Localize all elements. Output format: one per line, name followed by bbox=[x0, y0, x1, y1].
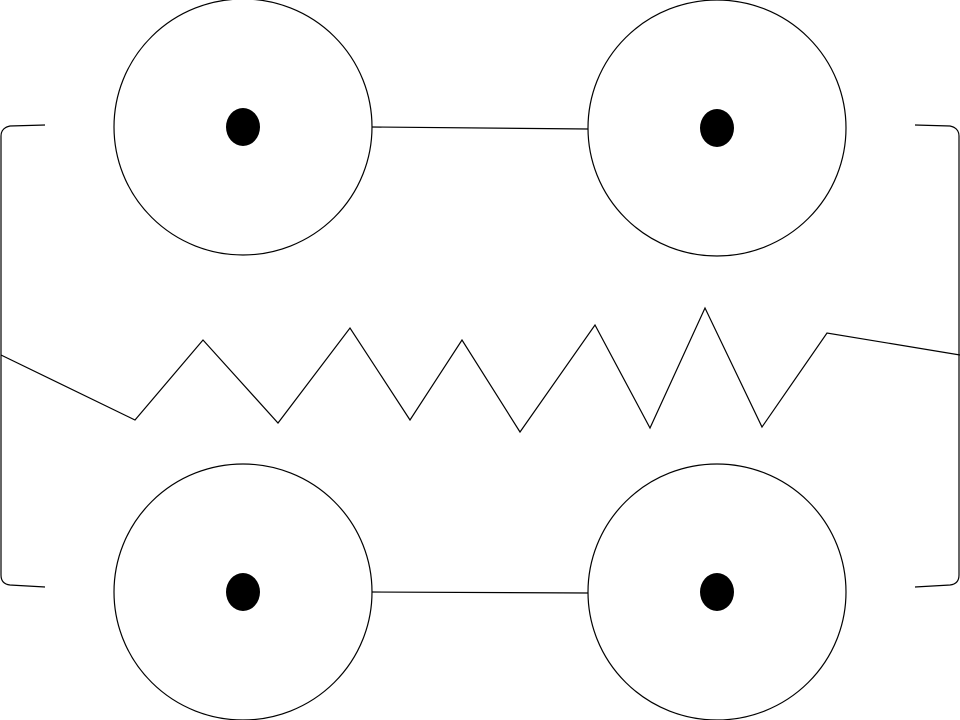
wheel-bottom-right bbox=[587, 463, 847, 720]
wheel-bottom-left bbox=[113, 463, 373, 720]
wheel-rim bbox=[113, 0, 373, 256]
wheel-hub bbox=[226, 573, 260, 611]
wheel-top-left bbox=[113, 0, 373, 256]
wheel-rim bbox=[587, 463, 847, 720]
wheel-rim bbox=[113, 463, 373, 720]
wheel-hub bbox=[700, 109, 734, 147]
top-axle bbox=[371, 126, 589, 130]
bottom-axle bbox=[371, 591, 589, 594]
wheel-hub bbox=[226, 108, 260, 146]
spring bbox=[0, 306, 960, 434]
wheel-hub bbox=[700, 573, 734, 611]
wheel-rim bbox=[587, 0, 847, 257]
right-bracket bbox=[914, 124, 960, 588]
wheel-top-right bbox=[587, 0, 847, 257]
left-bracket bbox=[0, 124, 46, 588]
